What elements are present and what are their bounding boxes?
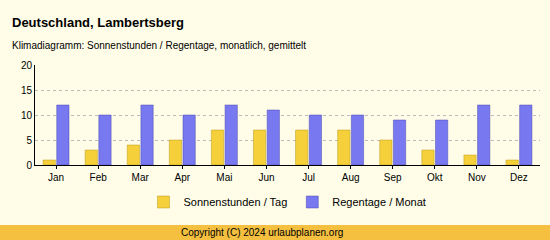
svg-text:Jan: Jan	[48, 172, 64, 183]
svg-text:Copyright (C) 2024 urlaubplane: Copyright (C) 2024 urlaubplanen.org	[181, 227, 343, 238]
svg-text:Nov: Nov	[468, 172, 486, 183]
svg-text:Okt: Okt	[427, 172, 443, 183]
svg-text:Jul: Jul	[302, 172, 315, 183]
svg-text:Jun: Jun	[258, 172, 274, 183]
svg-text:15: 15	[21, 85, 33, 96]
svg-text:5: 5	[26, 135, 32, 146]
svg-text:Apr: Apr	[175, 172, 191, 183]
svg-text:Sep: Sep	[384, 172, 402, 183]
svg-text:20: 20	[21, 60, 33, 71]
svg-text:Regentage / Monat: Regentage / Monat	[332, 196, 426, 208]
svg-text:Sonnenstunden / Tag: Sonnenstunden / Tag	[184, 196, 288, 208]
svg-text:Aug: Aug	[342, 172, 360, 183]
svg-text:0: 0	[26, 160, 32, 171]
svg-text:Deutschland, Lambertsberg: Deutschland, Lambertsberg	[12, 15, 184, 30]
svg-text:Feb: Feb	[90, 172, 108, 183]
svg-text:Dez: Dez	[510, 172, 528, 183]
svg-text:Mai: Mai	[216, 172, 232, 183]
svg-text:10: 10	[21, 110, 33, 121]
svg-text:Mar: Mar	[132, 172, 150, 183]
svg-text:Klimadiagramm: Sonnenstunden /: Klimadiagramm: Sonnenstunden / Regentage…	[12, 40, 306, 51]
